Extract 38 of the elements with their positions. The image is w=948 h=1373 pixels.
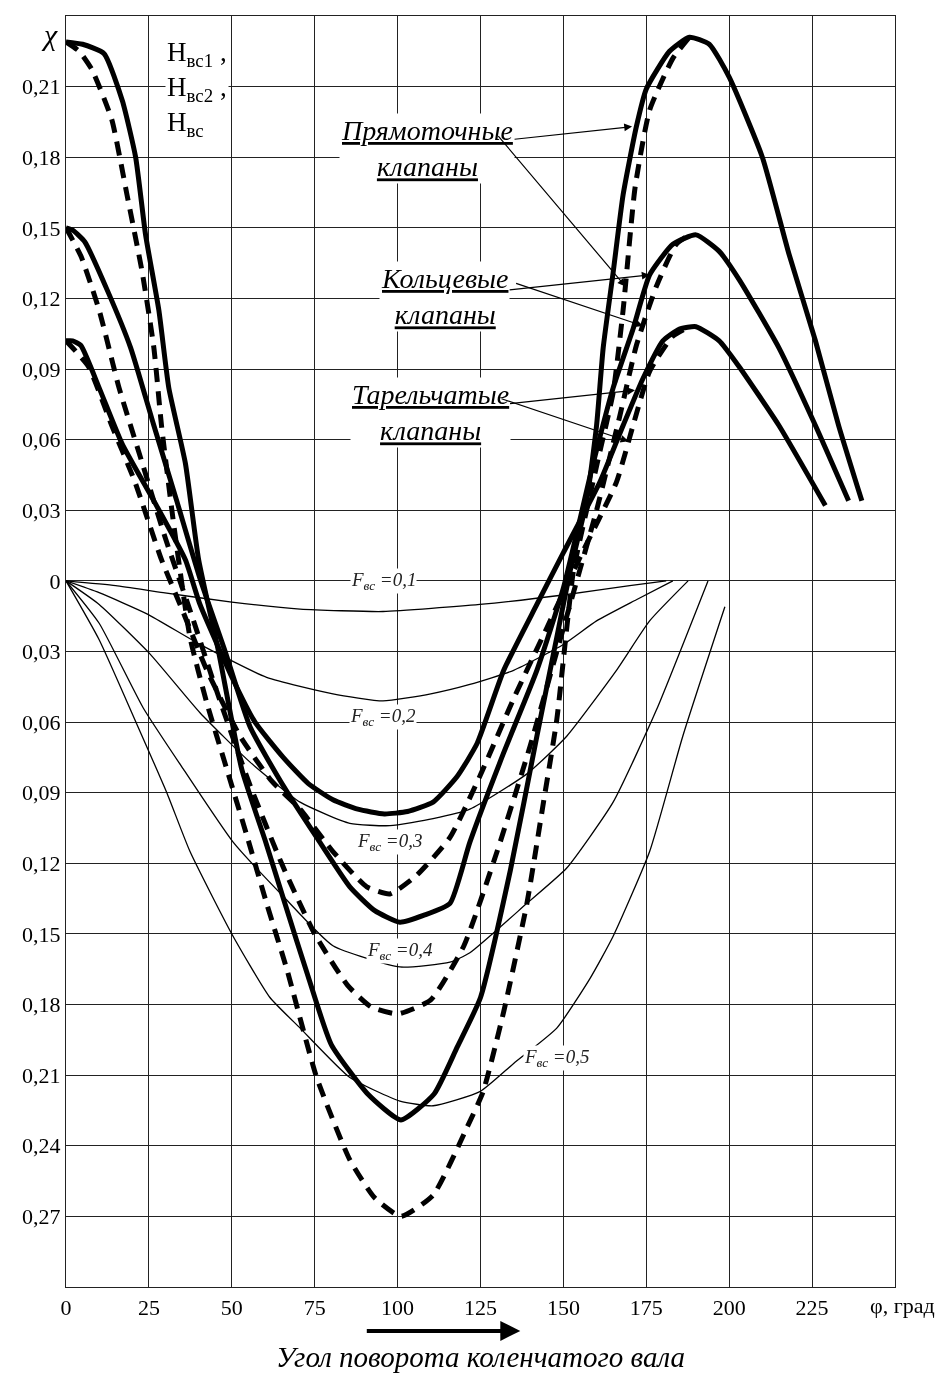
series-label: F$_{вс}$ =0,2 xyxy=(350,705,416,729)
y-tick-label: 0,15 xyxy=(22,921,61,947)
x-tick-label: 75 xyxy=(303,1294,326,1320)
y-tick-label: 0,18 xyxy=(22,992,61,1018)
x-tick-label: 175 xyxy=(629,1294,663,1320)
y-tick-label: 0,12 xyxy=(22,851,61,877)
y-tick-label: 0,03 xyxy=(22,639,61,665)
x-tick-label: 125 xyxy=(464,1294,497,1320)
text: H$_{вс1}$ , H$_{вс2}$ , H$_{вс}$ xyxy=(167,37,227,141)
series-label: F$_{вс}$ =0,5 xyxy=(524,1046,590,1070)
annotation: Тарельчатые клапаны xyxy=(352,379,510,447)
x-tick-label: 50 xyxy=(220,1294,243,1320)
x-tick-label: 25 xyxy=(137,1294,160,1320)
x-tick-label: 100 xyxy=(381,1294,415,1320)
y-tick-label: 0,09 xyxy=(22,356,61,382)
annotation: Кольцевые клапаны xyxy=(381,263,509,331)
y-tick-label: 0,27 xyxy=(22,1204,61,1230)
y-tick-label: 0,18 xyxy=(22,144,61,170)
y-tick-label: 0,15 xyxy=(22,215,61,241)
y-tick-label: 0,09 xyxy=(22,780,61,806)
x-axis-title: Угол поворота коленчатого вала xyxy=(276,1341,685,1373)
series-label: F$_{вс}$ =0,4 xyxy=(367,939,433,963)
x-tick-label: 200 xyxy=(712,1294,746,1320)
y-tick-label: 0,21 xyxy=(22,1062,61,1088)
y-tick-label: 0,12 xyxy=(22,286,61,312)
x-tick-label: 150 xyxy=(546,1294,580,1320)
y-tick-label: 0,21 xyxy=(22,74,61,100)
y-tick-label: 0,06 xyxy=(22,709,61,735)
y-tick-label: 0,03 xyxy=(22,497,61,523)
x-tick-label: 225 xyxy=(795,1294,829,1320)
y-tick-label: 0,24 xyxy=(22,1133,61,1159)
annotation: Прямоточные клапаны xyxy=(341,115,513,183)
series-label: F$_{вс}$ =0,1 xyxy=(351,569,417,593)
y-axis-title: χ xyxy=(41,18,58,51)
y-tick-label: 0,06 xyxy=(22,427,61,453)
y-tick-label: 0 xyxy=(49,568,61,594)
series-label: F$_{вс}$ =0,3 xyxy=(357,830,423,854)
text: φ, град xyxy=(870,1293,935,1318)
